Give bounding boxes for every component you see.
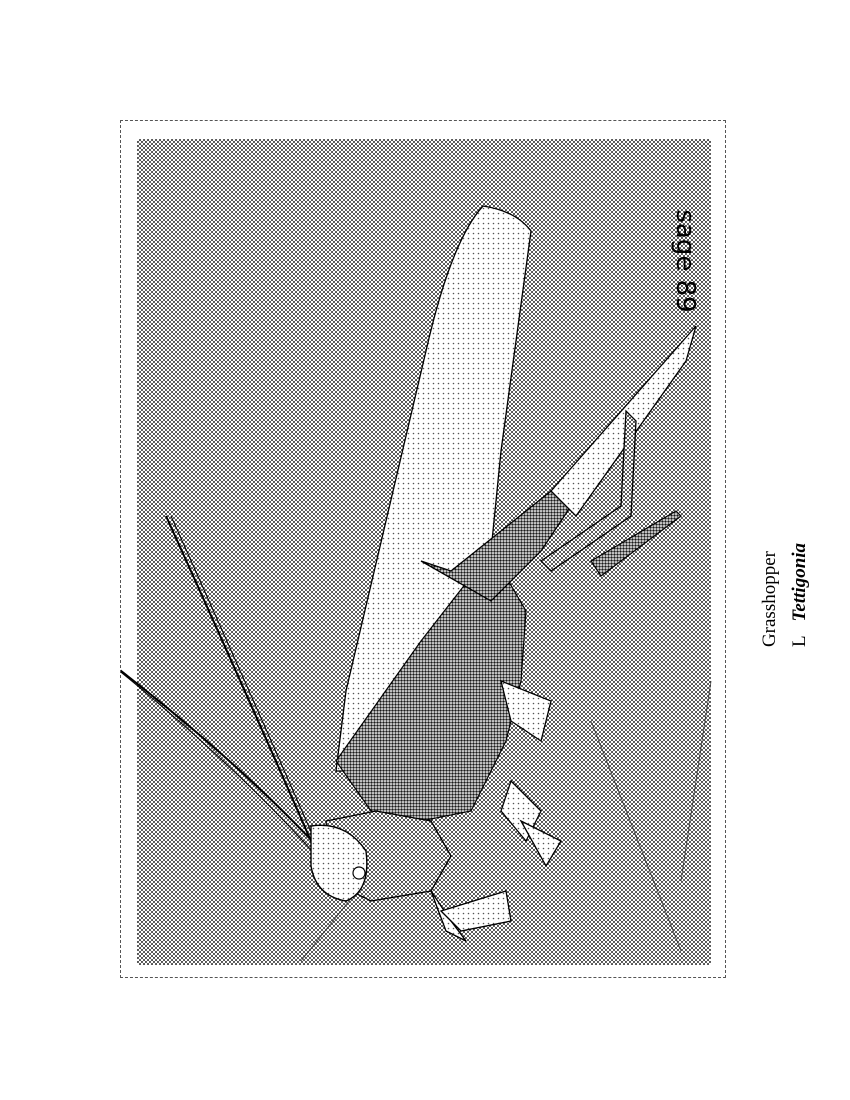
plate-caption: Grasshopper L Tettigonia: [750, 543, 820, 647]
artist-signature: sage 89: [670, 209, 700, 312]
antennae: [121, 515, 327, 862]
caption-genus: Tettigonia: [789, 542, 810, 622]
head: [310, 824, 368, 902]
ovipositor: [590, 510, 682, 577]
grasshopper-illustration: sage 89: [121, 139, 712, 965]
hind-leg: [420, 325, 697, 602]
eye-icon: [352, 866, 366, 880]
caption-common-name: Grasshopper: [759, 551, 780, 648]
wing: [335, 205, 532, 772]
caption-letter: L: [789, 635, 810, 648]
illustration-plate: sage 89: [120, 120, 726, 978]
legs: [430, 679, 562, 942]
